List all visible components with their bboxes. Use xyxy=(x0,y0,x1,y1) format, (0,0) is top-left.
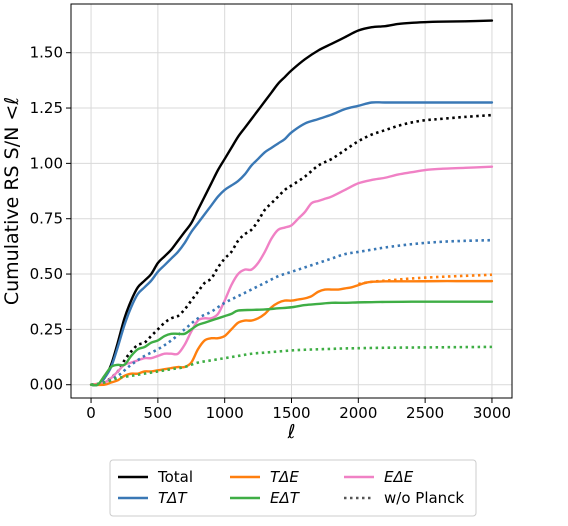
y-tick-label: 1.50 xyxy=(30,44,63,62)
x-tick-label: 0 xyxy=(86,404,96,422)
series-line-e-t xyxy=(89,300,494,387)
legend-label: w/o Planck xyxy=(384,489,464,507)
series-line-t-e xyxy=(89,279,494,387)
legend-label: TΔT xyxy=(158,489,188,507)
series-line-total xyxy=(89,19,494,387)
series-line-w-o-planck-e-t xyxy=(90,345,492,387)
series-line-w-o-planck-total xyxy=(90,113,493,387)
x-tick-label: 1000 xyxy=(206,404,244,422)
y-tick-label: 0.00 xyxy=(30,376,63,394)
gridlines xyxy=(71,4,512,398)
x-tick-label: 2000 xyxy=(339,404,377,422)
legend-label: Total xyxy=(157,468,193,486)
series-line-e-e xyxy=(89,165,494,386)
y-tick-label: 1.25 xyxy=(30,99,63,117)
legend-label: EΔT xyxy=(270,489,301,507)
x-axis-label: ℓ xyxy=(287,421,296,443)
series-lines xyxy=(89,19,494,387)
x-tick-label: 1500 xyxy=(272,404,310,422)
y-tick-label: 0.25 xyxy=(30,320,63,338)
x-tick-label: 500 xyxy=(144,404,173,422)
legend: Total TΔT TΔE EΔT EΔE w/o Planck xyxy=(109,459,477,517)
y-axis-label: Cumulative RS S/N <ℓ xyxy=(1,97,23,305)
series-line-w-o-planck-t-t xyxy=(90,238,492,387)
x-tick-label: 2500 xyxy=(406,404,444,422)
y-tick-label: 0.50 xyxy=(30,265,63,283)
legend-label: TΔE xyxy=(270,468,299,486)
legend-label: EΔE xyxy=(384,468,414,486)
x-tick-label: 3000 xyxy=(473,404,511,422)
legend-box xyxy=(109,459,477,517)
y-tick-label: 1.00 xyxy=(30,154,63,172)
axis-ticks: 0 500 1000 1500 2000 2500 3000 0.00 0.25 0.50 0.75… xyxy=(30,44,511,422)
series-line-t-t xyxy=(89,101,494,387)
y-tick-label: 0.75 xyxy=(30,210,63,228)
